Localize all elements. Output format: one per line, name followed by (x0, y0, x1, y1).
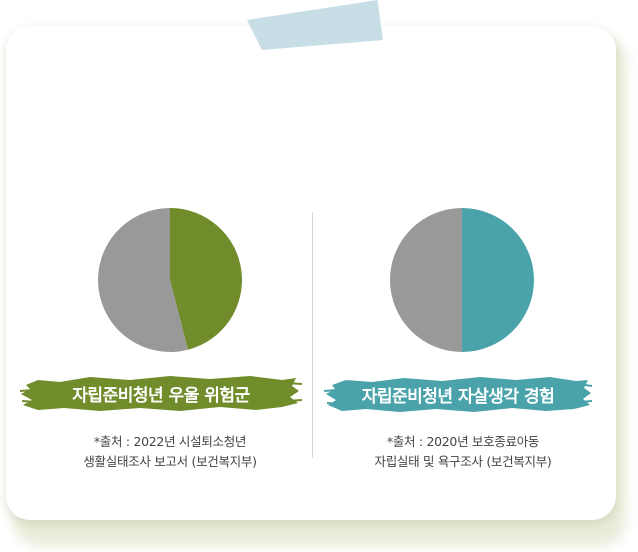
chart-title-text: 자립준비청년 자살생각 경험 (361, 386, 555, 407)
center-divider (312, 212, 313, 458)
pie-slice-rest (98, 208, 188, 352)
source-line: *출처 : 2020년 보호종료아동 (386, 434, 540, 449)
chart-title-text: 자립준비청년 우울 위험군 (72, 385, 250, 406)
pie-slice-highlight (462, 208, 534, 352)
pie-slice-rest (390, 208, 462, 352)
chart-title-suicidal-thoughts: 자립준비청년 자살생각 경험 (324, 372, 592, 416)
source-line: 자립실태 및 욕구조사 (보건복지부) (374, 454, 552, 469)
pie-chart-suicidal-thoughts (390, 208, 534, 352)
source-line: 생활실태조사 보고서 (보건복지부) (83, 454, 257, 469)
pie-slice-highlight (170, 208, 243, 350)
brush-stroke-green (20, 376, 302, 411)
source-line: *출처 : 2022년 시설퇴소청년 (93, 434, 247, 449)
chart-title-depression: 자립준비청년 우울 위험군 (20, 371, 302, 415)
source-note-depression: *출처 : 2022년 시설퇴소청년 생활실태조사 보고서 (보건복지부) (40, 432, 300, 472)
source-note-suicidal-thoughts: *출처 : 2020년 보호종료아동 자립실태 및 욕구조사 (보건복지부) (333, 432, 593, 472)
pie-chart-depression (98, 208, 243, 352)
brush-stroke-teal (324, 377, 592, 412)
